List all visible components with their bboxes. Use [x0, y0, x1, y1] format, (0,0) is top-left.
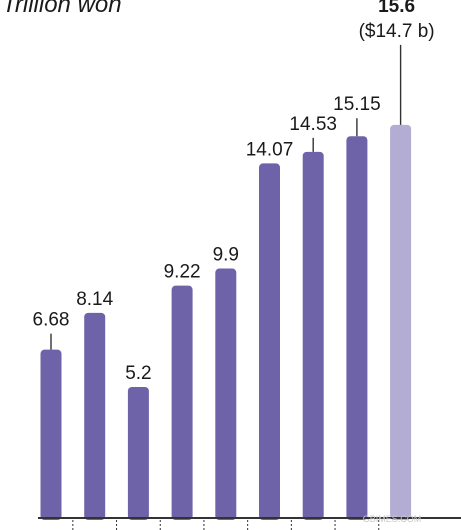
value-label-4: 9.9 — [213, 245, 239, 266]
value-label-8: 15.6 — [378, 0, 415, 17]
unit-label: Trillion won — [2, 0, 122, 18]
bar-5 — [259, 163, 280, 520]
value-label-1: 8.14 — [76, 289, 113, 310]
bar-6 — [302, 151, 324, 520]
bar-7 — [346, 136, 368, 520]
bar-1 — [84, 312, 106, 520]
bar-8 — [390, 124, 412, 520]
bar-0 — [40, 349, 62, 520]
value-label-3: 9.22 — [164, 262, 201, 283]
bars-layer — [40, 124, 412, 520]
value-label-6: 14.53 — [289, 114, 337, 135]
value-label-7: 15.15 — [333, 94, 381, 115]
watermark: GBIMES.COM — [363, 514, 422, 524]
leader-lines — [50, 44, 402, 350]
value-sublabel-8: ($14.7 b) — [359, 21, 435, 42]
value-label-2: 5.2 — [125, 363, 151, 384]
value-label-5: 14.07 — [246, 139, 294, 160]
bar-2 — [127, 386, 149, 520]
value-label-0: 6.68 — [33, 310, 70, 331]
x-axis-ticks — [72, 520, 380, 530]
bar-3 — [171, 285, 193, 520]
bar-4 — [215, 268, 237, 520]
